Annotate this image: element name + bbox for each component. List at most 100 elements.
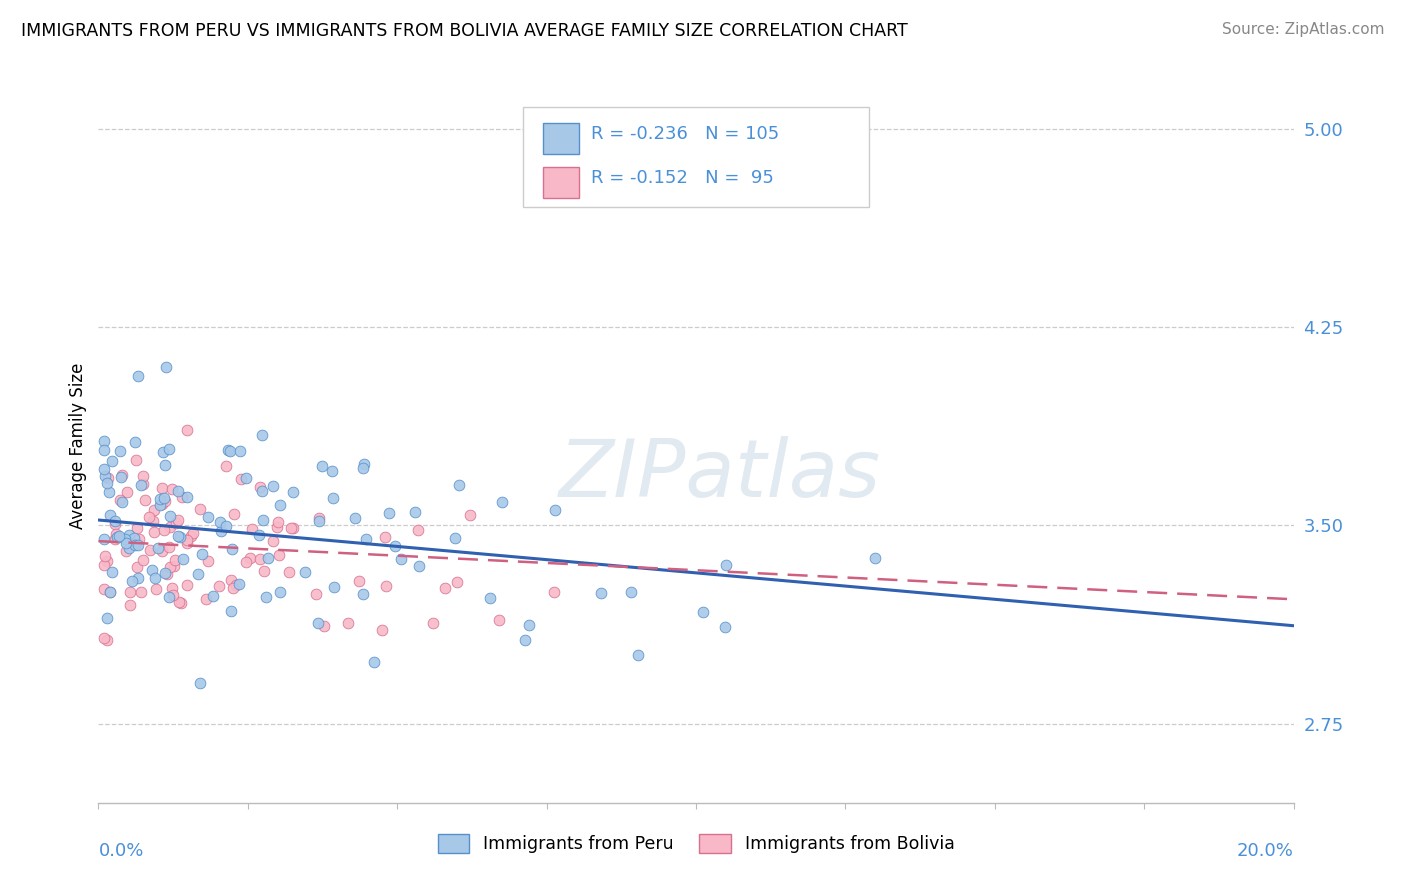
Point [111,468,134,483]
Point [159,560,181,574]
Text: 0.0%: 0.0% [98,842,143,860]
Text: ZIPatlas: ZIPatlas [558,435,882,514]
Point [124,531,146,545]
Point [101,565,124,579]
Point [446,574,468,589]
Point [250,428,273,442]
Point [153,494,176,508]
Point [146,541,169,555]
Point [115,484,138,499]
Text: IMMIGRANTS FROM PERU VS IMMIGRANTS FROM BOLIVIA AVERAGE FAMILY SIZE CORRELATION : IMMIGRANTS FROM PERU VS IMMIGRANTS FROM … [21,22,908,40]
Point [96,475,118,490]
Point [131,469,153,483]
Point [269,584,291,599]
Point [191,547,214,561]
Point [94,549,117,563]
Point [219,604,242,618]
Point [352,460,374,475]
Point [93,533,115,547]
Point [125,560,148,574]
Point [312,619,335,633]
Point [692,605,714,619]
Point [139,542,162,557]
Point [515,632,537,647]
Point [627,648,650,662]
Point [444,532,467,546]
Point [322,491,344,505]
Point [93,582,115,596]
Point [127,538,149,552]
FancyBboxPatch shape [543,167,579,198]
Point [108,492,131,507]
Point [311,458,333,473]
Point [128,532,150,546]
Point [159,509,181,524]
Point [478,591,501,606]
Point [249,552,271,566]
Point [110,444,132,458]
Point [153,523,176,537]
Point [157,442,180,457]
Point [517,618,540,632]
Point [129,477,152,491]
Point [209,524,232,539]
Point [257,551,280,566]
Point [127,521,149,535]
Point [180,529,202,543]
Point [169,530,191,544]
Point [308,511,330,525]
Point [153,458,176,472]
Point [253,565,276,579]
Y-axis label: Average Family Size: Average Family Size [69,363,87,529]
Point [620,585,643,599]
Point [308,514,330,528]
Point [374,579,396,593]
Point [491,495,513,509]
Point [110,470,132,484]
Point [157,591,180,605]
Point [98,484,121,499]
Point [323,580,346,594]
Point [104,533,127,547]
Point [374,530,396,544]
Point [163,552,186,566]
Point [118,528,141,542]
Point [127,571,149,585]
Point [228,577,250,591]
Point [155,359,177,374]
Point [225,577,247,591]
Point [165,516,187,531]
Point [124,435,146,450]
Point [131,553,153,567]
Point [267,515,290,529]
Point [277,565,299,579]
Point [434,581,457,595]
Point [159,540,181,554]
Point [224,507,246,521]
Point [104,514,127,528]
Point [266,520,288,534]
Point [118,541,141,555]
Point [152,444,174,458]
Point [281,520,304,534]
Legend: Immigrants from Peru, Immigrants from Bolivia: Immigrants from Peru, Immigrants from Bo… [429,825,963,862]
Point [163,558,186,573]
Point [352,587,374,601]
Point [447,477,470,491]
FancyBboxPatch shape [543,123,579,154]
Point [105,527,128,541]
Point [176,533,198,548]
Point [125,453,148,467]
Point [262,533,284,548]
Point [127,368,149,383]
Point [166,529,188,543]
Point [194,592,217,607]
Point [422,615,444,630]
Point [124,538,146,552]
Point [235,471,257,485]
Point [208,579,231,593]
Point [183,526,205,541]
Point [98,584,121,599]
Point [98,585,121,599]
Point [149,492,172,507]
